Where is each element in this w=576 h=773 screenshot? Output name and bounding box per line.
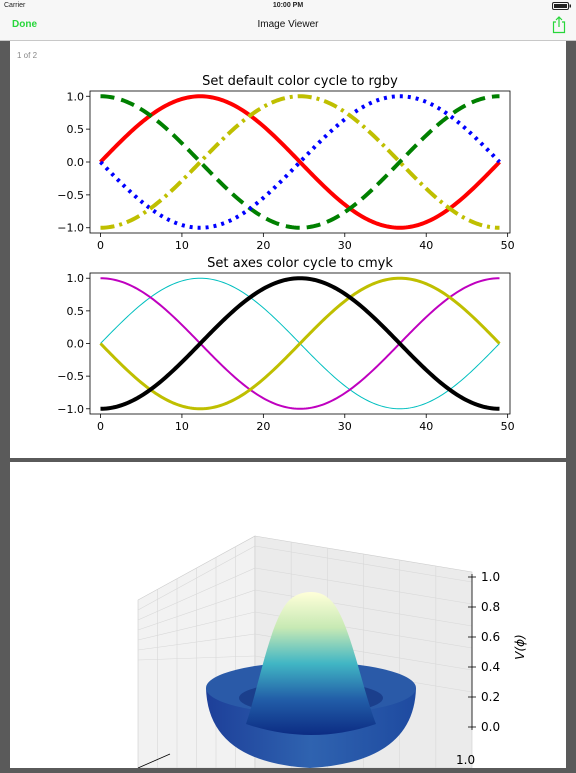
document-page-2[interactable]: 0.0 0.2 0.4 0.6 0.8 1.0 V(ϕ) 1.0 — [10, 462, 566, 769]
x-tick-label: 20 — [256, 239, 270, 252]
x-tick-label: 30 — [338, 420, 352, 433]
carrier-label: Carrier — [4, 2, 26, 9]
y-tick-label: 1.0 — [67, 272, 85, 285]
y-tick-label: 1.0 — [67, 90, 85, 103]
surface-plot: 0.0 0.2 0.4 0.6 0.8 1.0 V(ϕ) 1.0 — [137, 535, 527, 769]
grid-line — [254, 567, 473, 605]
x-tick-label: 40 — [419, 420, 433, 433]
y-tick-label: −0.5 — [57, 370, 84, 383]
line-charts: Set default color cycle to rgby −1.0 −0.5 0… — [57, 74, 514, 433]
series-line-1 — [99, 94, 501, 230]
grid-line — [254, 545, 473, 583]
chart-2: Set axes color cycle to cmyk −1.0 −0.5 0.0 0… — [57, 256, 514, 433]
x-tick-label: 10 — [175, 420, 189, 433]
series-line-3 — [99, 276, 501, 411]
x-tick-label: 0 — [97, 239, 104, 252]
series-line-2 — [100, 277, 500, 410]
document-page-1[interactable]: 1 of 2 Set default color cycle to rgby −1… — [10, 41, 566, 458]
z-tick-label: 0.8 — [481, 600, 500, 614]
share-icon[interactable] — [552, 16, 566, 34]
grid-line — [254, 589, 473, 627]
series-line-4 — [100, 276, 500, 411]
y-tick-label: −1.0 — [57, 222, 84, 235]
series-line-3 — [99, 94, 501, 230]
series-line-2 — [100, 94, 500, 230]
x-tick-label: 40 — [419, 239, 433, 252]
chart-title: Set default color cycle to rgby — [202, 74, 398, 89]
y-tick-label: −0.5 — [57, 189, 84, 202]
z-tick-label: 0.0 — [481, 720, 500, 734]
x-tick-label: 20 — [256, 420, 270, 433]
y-tick-label: 0.5 — [67, 123, 85, 136]
z-tick-label: 0.6 — [481, 630, 500, 644]
nav-title: Image Viewer — [257, 19, 319, 30]
series-line-4 — [100, 94, 500, 230]
grid-line — [137, 589, 256, 631]
battery-icon — [552, 2, 572, 12]
navigation-bar: Done Image Viewer — [0, 12, 576, 41]
grid-line — [137, 655, 256, 661]
y-tick-label: 0.5 — [67, 305, 85, 318]
x-axis — [137, 753, 171, 769]
x-tick-label: 30 — [338, 239, 352, 252]
chart-title: Set axes color cycle to cmyk — [207, 256, 393, 271]
grid-line — [137, 545, 256, 611]
x-tick-label: 50 — [501, 239, 515, 252]
status-bar: Carrier 10:00 PM — [0, 0, 576, 12]
surface-peak — [246, 592, 376, 735]
grid-line — [137, 567, 256, 621]
page-counter: 1 of 2 — [17, 51, 38, 60]
z-tick-label: 0.4 — [481, 660, 500, 674]
clock: 10:00 PM — [272, 2, 304, 9]
y-tick-label: 0.0 — [67, 338, 85, 351]
done-button[interactable]: Done — [12, 19, 37, 30]
y-tick-label: −1.0 — [57, 403, 84, 416]
x-tick-label: 0 — [97, 420, 104, 433]
surface-chart: 0.0 0.2 0.4 0.6 0.8 1.0 V(ϕ) 1.0 — [137, 535, 527, 769]
grid-line — [137, 633, 256, 651]
z-tick-label: 0.2 — [481, 690, 500, 704]
z-axis-label: V(ϕ) — [513, 634, 527, 660]
grid-line — [137, 611, 256, 641]
x-tick-label: 50 — [501, 420, 515, 433]
chart-1: Set default color cycle to rgby −1.0 −0.5 0… — [57, 74, 514, 252]
z-tick-label: 1.0 — [481, 570, 500, 584]
x-tick-label: 10 — [175, 239, 189, 252]
y-tick-label: 1.0 — [456, 753, 475, 767]
y-tick-label: 0.0 — [67, 156, 85, 169]
